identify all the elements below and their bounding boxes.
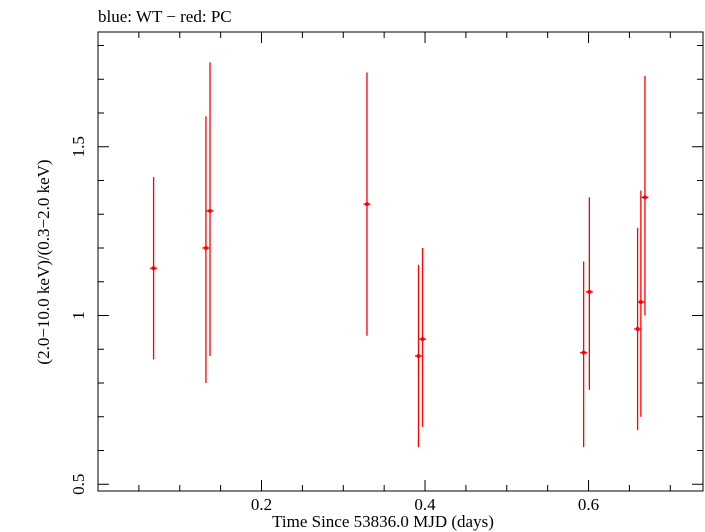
data-point xyxy=(585,197,593,390)
point-marker xyxy=(638,300,643,304)
y-tick-label: 0.5 xyxy=(69,474,88,495)
point-marker xyxy=(642,195,647,200)
point-marker xyxy=(208,208,213,213)
x-tick-label: 0.2 xyxy=(251,495,272,514)
data-point xyxy=(206,62,214,356)
point-marker xyxy=(416,354,421,358)
x-tick-label: 0.4 xyxy=(414,495,436,514)
data-point xyxy=(414,264,422,448)
data-points xyxy=(150,62,649,448)
data-point xyxy=(634,227,642,431)
data-point xyxy=(419,248,427,427)
data-point xyxy=(580,261,588,448)
point-marker xyxy=(364,202,369,207)
x-axis-ticks: 0.2 0.4 0.6 xyxy=(138,32,671,514)
y-tick-label: 1.5 xyxy=(69,136,88,157)
point-marker xyxy=(420,337,425,342)
data-point xyxy=(641,75,649,316)
data-point xyxy=(637,190,645,417)
point-marker xyxy=(635,327,640,331)
data-point xyxy=(202,116,210,383)
y-axis-label: (2.0−10.0 keV)/(0.3−2.0 keV) xyxy=(34,159,53,364)
data-point xyxy=(150,177,158,360)
x-tick-label: 0.6 xyxy=(578,495,599,514)
point-marker xyxy=(151,266,156,271)
data-point xyxy=(363,72,371,336)
point-marker xyxy=(581,350,586,355)
point-marker xyxy=(587,289,592,294)
y-axis-ticks: 0.5 1 1.5 xyxy=(69,45,703,495)
point-marker xyxy=(203,246,208,250)
plot-frame xyxy=(97,31,704,492)
chart-title: blue: WT − red: PC xyxy=(98,7,232,26)
y-tick-label: 1 xyxy=(69,311,88,320)
x-axis-label: Time Since 53836.0 MJD (days) xyxy=(272,512,494,531)
